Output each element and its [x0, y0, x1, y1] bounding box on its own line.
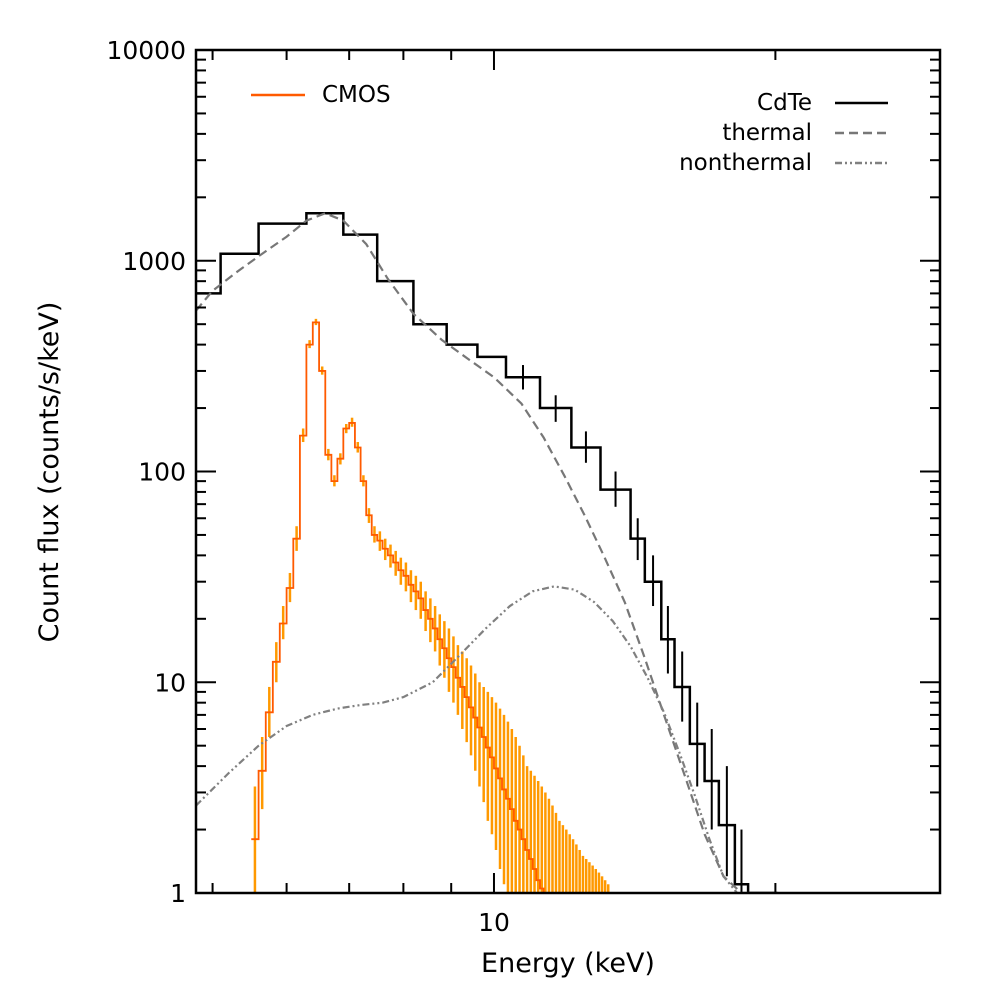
x-axis-title: Energy (keV): [481, 948, 655, 979]
legend-cdte-label: CdTe: [757, 90, 812, 116]
legend-thermal-label: thermal: [722, 120, 812, 146]
y-tick-label: 10: [154, 668, 186, 697]
y-axis-title: Count flux (counts/s/keV): [34, 302, 65, 643]
nonthermal-model-line: [196, 585, 738, 893]
axes-layer: 1 10 100 1000 10000 10: [106, 36, 941, 937]
cmos-series: [251, 318, 610, 893]
y-tick-label: 1000: [122, 247, 186, 276]
x-tick-label: 10: [478, 908, 510, 937]
y-tick-label: 100: [138, 458, 186, 487]
thermal-model-line: [196, 212, 759, 893]
plot-frame: [194, 48, 942, 895]
data-layer: [196, 212, 778, 893]
legend: CMOS CdTe thermal nonthermal: [251, 82, 888, 176]
legend-nonthermal-label: nonthermal: [679, 150, 812, 176]
y-tick-label: 1: [170, 879, 186, 908]
legend-cmos-label: CMOS: [322, 82, 391, 108]
y-tick-label: 10000: [106, 36, 186, 65]
thermal-series: [196, 212, 759, 893]
cmos-step-line: [251, 321, 610, 893]
nonthermal-series: [196, 585, 738, 893]
